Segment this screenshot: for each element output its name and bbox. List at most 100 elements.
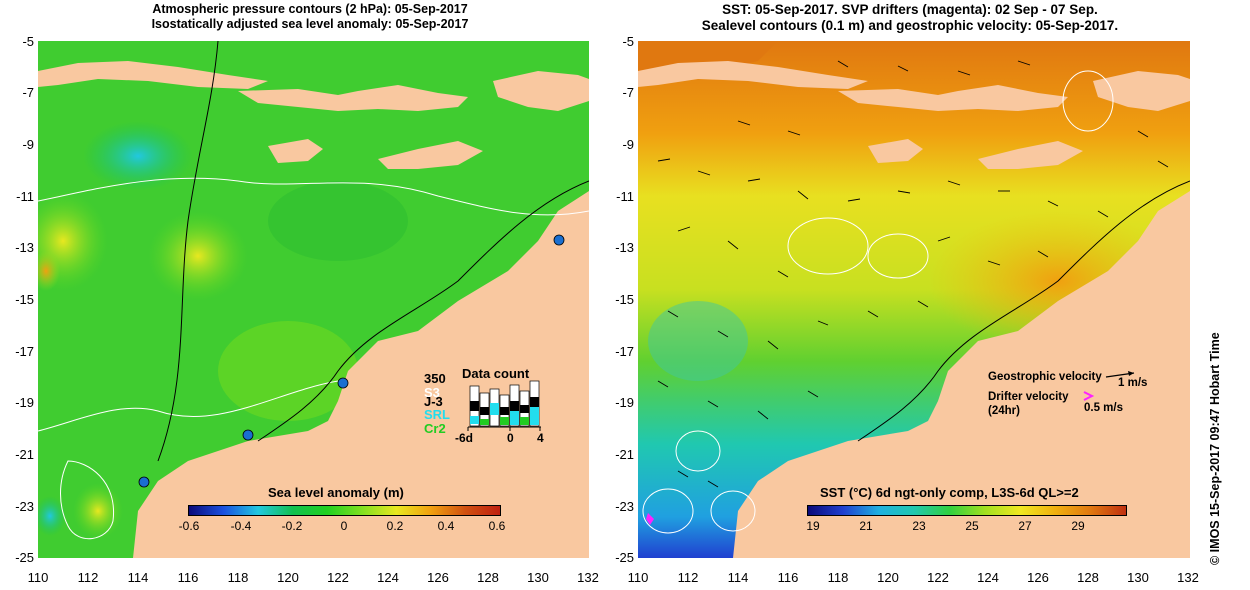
tide-gauge-marker[interactable]	[242, 429, 254, 441]
satellite-s3-label: S3	[424, 385, 440, 400]
x-tick-label: 112	[677, 570, 699, 585]
y-tick-label: -25	[15, 550, 34, 565]
y-tick-label: -13	[615, 240, 634, 255]
y-tick-label: -19	[615, 395, 634, 410]
x-tick-label: 114	[727, 570, 749, 585]
sla-colorbar-label: Sea level anomaly (m)	[268, 485, 404, 500]
drifter-velocity-period: (24hr)	[988, 405, 1020, 417]
y-tick-label: -7	[622, 85, 634, 100]
x-tick-label: 110	[627, 570, 649, 585]
left-title-line2: Isostatically adjusted sea level anomaly…	[151, 17, 469, 31]
x-tick-label: 126	[427, 570, 449, 585]
pressure-contour	[38, 177, 589, 216]
x-tick-label: 130	[527, 570, 549, 585]
y-tick-label: -17	[15, 344, 34, 359]
geostrophic-velocity-scale: 1 m/s	[1118, 377, 1148, 389]
y-tick-label: -7	[22, 85, 34, 100]
x-tick-label: 116	[777, 570, 799, 585]
x-tick-label: 122	[927, 570, 949, 585]
y-tick-label: -9	[622, 137, 634, 152]
timor-land	[1093, 71, 1190, 111]
left-map-title: Atmospheric pressure contours (2 hPa): 0…	[60, 2, 560, 32]
y-tick-label: -21	[615, 447, 634, 462]
sla-colorbar-tick: 0.4	[437, 519, 455, 533]
sumba-island	[868, 139, 923, 163]
bathymetry-contour	[157, 41, 219, 462]
right-title-line1: SST: 05-Sep-2017. SVP drifters (magenta)…	[722, 2, 1098, 17]
y-tick-label: -25	[615, 550, 634, 565]
sst-colorbar-tick: 23	[912, 519, 926, 533]
sea-level-contour	[1062, 70, 1114, 132]
x-tick-label: 128	[1077, 570, 1099, 585]
sla-colorbar-tick: -0.2	[281, 519, 303, 533]
x-tick-label: 124	[377, 570, 399, 585]
y-tick-label: -9	[22, 137, 34, 152]
sea-level-contour	[867, 233, 929, 279]
shelf-contour	[257, 180, 589, 442]
satellite-srl-label: SRL	[424, 407, 450, 422]
sst-colorbar-tick: 29	[1071, 519, 1085, 533]
left-title-line1: Atmospheric pressure contours (2 hPa): 0…	[152, 2, 468, 16]
sea-level-anomaly-map	[38, 41, 589, 558]
sea-level-contour	[710, 490, 756, 532]
drifter-velocity-scale: 0.5 m/s	[1084, 402, 1123, 414]
high-anomaly-region	[38, 251, 60, 291]
tide-gauge-marker[interactable]	[337, 377, 349, 389]
data-count-max: 350	[424, 371, 446, 386]
sst-map-svg	[638, 41, 1190, 558]
x-tick-label: 114	[127, 570, 149, 585]
x-tick-label: 120	[277, 570, 299, 585]
positive-anomaly-region	[148, 211, 248, 301]
y-tick-label: -19	[15, 395, 34, 410]
java-bali-land	[638, 61, 868, 89]
sla-colorbar-tick: -0.4	[230, 519, 252, 533]
arrow-head	[1128, 371, 1134, 376]
sla-colorbar-tick: 0	[340, 519, 348, 533]
anomaly-region	[268, 181, 408, 261]
negative-anomaly-region	[38, 496, 66, 536]
sea-level-contour	[642, 488, 694, 534]
lesser-sunda-islands	[838, 85, 1068, 111]
sst-colorbar-tick: 25	[965, 519, 979, 533]
y-tick-label: -11	[16, 189, 34, 204]
drifter-velocity-label: Drifter velocity	[988, 391, 1069, 403]
tide-gauge-marker[interactable]	[138, 476, 150, 488]
lesser-sunda-islands	[238, 85, 468, 111]
right-map-title: SST: 05-Sep-2017. SVP drifters (magenta)…	[650, 2, 1170, 34]
x-tick-label: 132	[577, 570, 599, 585]
shelf-contour	[857, 180, 1190, 442]
sst-colorbar-tick: 19	[806, 519, 820, 533]
y-tick-label: -15	[15, 292, 34, 307]
y-tick-label: -23	[15, 499, 34, 514]
x-tick-label: 110	[27, 570, 49, 585]
cool-sst-region	[648, 301, 748, 381]
java-bali-land	[38, 61, 268, 89]
right-title-line2: Sealevel contours (0.1 m) and geostrophi…	[701, 18, 1119, 33]
x-tick-label: 130	[1127, 570, 1149, 585]
drifter-track[interactable]	[646, 513, 654, 525]
sla-contour	[60, 460, 114, 540]
drifter-scale-arrow	[1083, 391, 1095, 401]
data-count-chart	[467, 380, 541, 431]
tide-gauge-marker[interactable]	[553, 234, 565, 246]
sla-colorbar-tick: 0.2	[386, 519, 404, 533]
sea-level-contour	[787, 217, 869, 275]
x-tick-label: 132	[1177, 570, 1199, 585]
y-tick-label: -15	[615, 292, 634, 307]
y-tick-label: -5	[622, 34, 634, 49]
x-tick-label: 120	[877, 570, 899, 585]
x-tick-label: 118	[827, 570, 849, 585]
x-tick-label: 126	[1027, 570, 1049, 585]
sla-colorbar-tick: 0.6	[488, 519, 506, 533]
y-tick-label: -23	[615, 499, 634, 514]
sumba-island	[268, 139, 323, 163]
sla-colorbar-tick: -0.6	[178, 519, 200, 533]
data-count-title: Data count	[462, 366, 530, 381]
x-tick-label: 128	[477, 570, 499, 585]
positive-anomaly-region	[73, 483, 123, 539]
australia-land	[133, 191, 589, 558]
sst-colorbar-label: SST (°C) 6d ngt-only comp, L3S-6d QL>=2	[820, 485, 1079, 500]
sea-level-contour	[675, 430, 721, 472]
satellite-j3-label: J-3	[424, 394, 443, 409]
y-tick-label: -13	[15, 240, 34, 255]
